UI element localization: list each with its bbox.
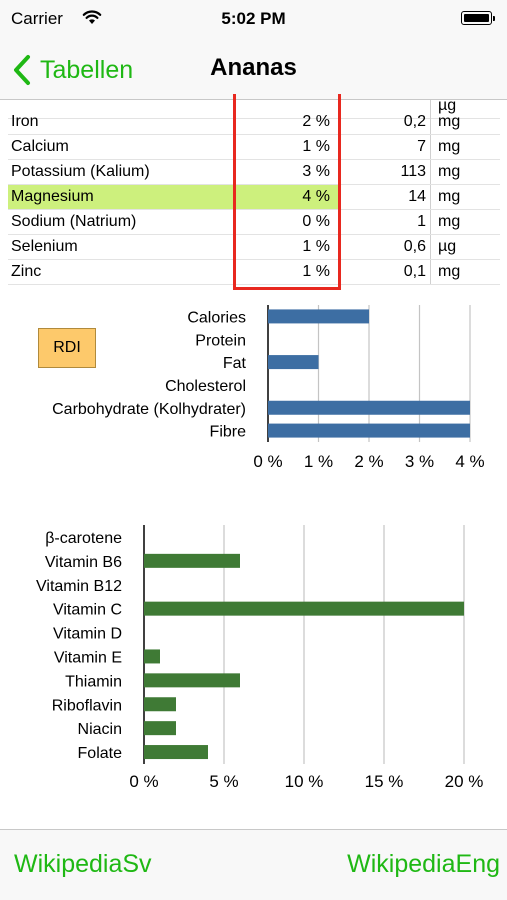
bar — [268, 423, 470, 438]
row-name: Zinc — [8, 260, 236, 284]
category-label: Niacin — [78, 721, 122, 738]
bar — [268, 400, 470, 415]
chevron-left-icon — [14, 55, 30, 85]
category-label: Vitamin E — [54, 649, 122, 666]
back-button[interactable]: Tabellen — [12, 52, 133, 88]
table-row[interactable]: Zinc 1 % 0,1 mg — [8, 260, 500, 285]
category-label: Folate — [78, 745, 123, 762]
category-label: Vitamin B6 — [45, 554, 122, 571]
row-unit: mg — [438, 163, 461, 180]
row-percent: 3 % — [236, 160, 341, 184]
vitamin-rdi-chart: 0 % 5 % 10 % 15 % 20 % β-carotene Vitamin B6 Vi… — [36, 525, 484, 791]
category-label: Calories — [187, 309, 246, 326]
category-label: Cholesterol — [165, 378, 246, 395]
battery-icon — [461, 11, 495, 25]
rdi-badge[interactable]: RDI — [38, 328, 96, 368]
tab-bar: WikipediaSv WikipediaEng — [0, 829, 507, 900]
carrier-label: Carrier — [11, 9, 63, 28]
row-percent: 2 % — [236, 110, 341, 134]
tick-label: 2 % — [354, 452, 383, 471]
bar — [268, 355, 319, 370]
table-row[interactable]: Sodium (Natrium) 0 % 1 mg — [8, 210, 500, 235]
row-value: 0,2 — [346, 110, 431, 134]
row-name: Selenium — [8, 235, 236, 259]
category-label: Thiamin — [65, 673, 122, 690]
bar — [144, 745, 208, 760]
row-percent: 1 % — [236, 235, 341, 259]
row-unit: µg — [438, 238, 457, 255]
category-label: Vitamin B12 — [36, 578, 122, 595]
row-percent: 4 % — [236, 185, 341, 209]
table-row-highlighted[interactable]: Magnesium 4 % 14 mg — [8, 185, 500, 210]
bar — [144, 553, 240, 568]
row-percent: 1 % — [236, 135, 341, 159]
status-bar: Carrier 5:02 PM — [0, 0, 507, 36]
table-row[interactable]: Iron 2 % 0,2 mg — [8, 110, 500, 135]
bar — [268, 309, 369, 324]
table-row[interactable]: Selenium 1 % 0,6 µg — [8, 235, 500, 260]
table-row[interactable]: Calcium 1 % 7 mg — [8, 135, 500, 160]
row-unit: mg — [438, 213, 461, 230]
row-name: Magnesium — [8, 185, 236, 209]
table-row[interactable]: Potassium (Kalium) 3 % 113 mg — [8, 160, 500, 185]
wikipedia-eng-link[interactable]: WikipediaEng — [347, 850, 500, 878]
category-label: Vitamin C — [53, 602, 122, 619]
row-name: Calcium — [8, 135, 236, 159]
row-percent: 1 % — [236, 260, 341, 284]
row-unit: µg — [438, 100, 457, 114]
tick-label: 15 % — [365, 772, 404, 791]
bar — [144, 721, 176, 736]
row-value — [346, 100, 431, 118]
bar — [144, 697, 176, 712]
tick-label: 4 % — [455, 452, 484, 471]
tick-label: 0 % — [253, 452, 282, 471]
tick-label: 10 % — [285, 772, 324, 791]
row-value: 14 — [346, 185, 431, 209]
wikipedia-sv-link[interactable]: WikipediaSv — [14, 850, 152, 878]
row-unit: mg — [438, 188, 461, 205]
category-label: β-carotene — [45, 530, 122, 547]
row-value: 1 — [346, 210, 431, 234]
bar — [144, 649, 160, 664]
category-label: Vitamin D — [53, 626, 122, 643]
tick-label: 0 % — [129, 772, 158, 791]
category-label: Fibre — [210, 424, 247, 441]
row-value: 113 — [346, 160, 431, 184]
row-name: Potassium (Kalium) — [8, 160, 236, 184]
row-percent: 0 % — [236, 210, 341, 234]
row-name: Iron — [8, 110, 236, 134]
nutrient-table[interactable]: µg Iron 2 % 0,2 mg Calcium 1 % 7 mg Pota… — [8, 100, 500, 290]
row-unit: mg — [438, 138, 461, 155]
category-label: Fat — [223, 355, 247, 372]
bar — [144, 601, 464, 616]
page-title: Ananas — [210, 54, 297, 81]
row-value: 0,6 — [346, 235, 431, 259]
row-unit: mg — [438, 263, 461, 280]
category-label: Protein — [195, 332, 246, 349]
tick-label: 20 % — [445, 772, 484, 791]
tick-label: 5 % — [209, 772, 238, 791]
bar — [144, 673, 240, 688]
category-label: Carbohydrate (Kolhydrater) — [52, 401, 246, 418]
row-name: Sodium (Natrium) — [8, 210, 236, 234]
back-label: Tabellen — [40, 55, 134, 84]
macro-rdi-chart: 0 % 1 % 2 % 3 % 4 % Calories Protein Fat Cholest… — [52, 305, 485, 471]
row-value: 0,1 — [346, 260, 431, 284]
row-value: 7 — [346, 135, 431, 159]
row-unit: mg — [438, 113, 461, 130]
wifi-icon — [82, 10, 102, 24]
category-label: Riboflavin — [52, 697, 122, 714]
tick-label: 3 % — [405, 452, 434, 471]
tick-label: 1 % — [304, 452, 333, 471]
clock: 5:02 PM — [221, 9, 286, 28]
navigation-bar: Tabellen Ananas — [0, 36, 507, 100]
